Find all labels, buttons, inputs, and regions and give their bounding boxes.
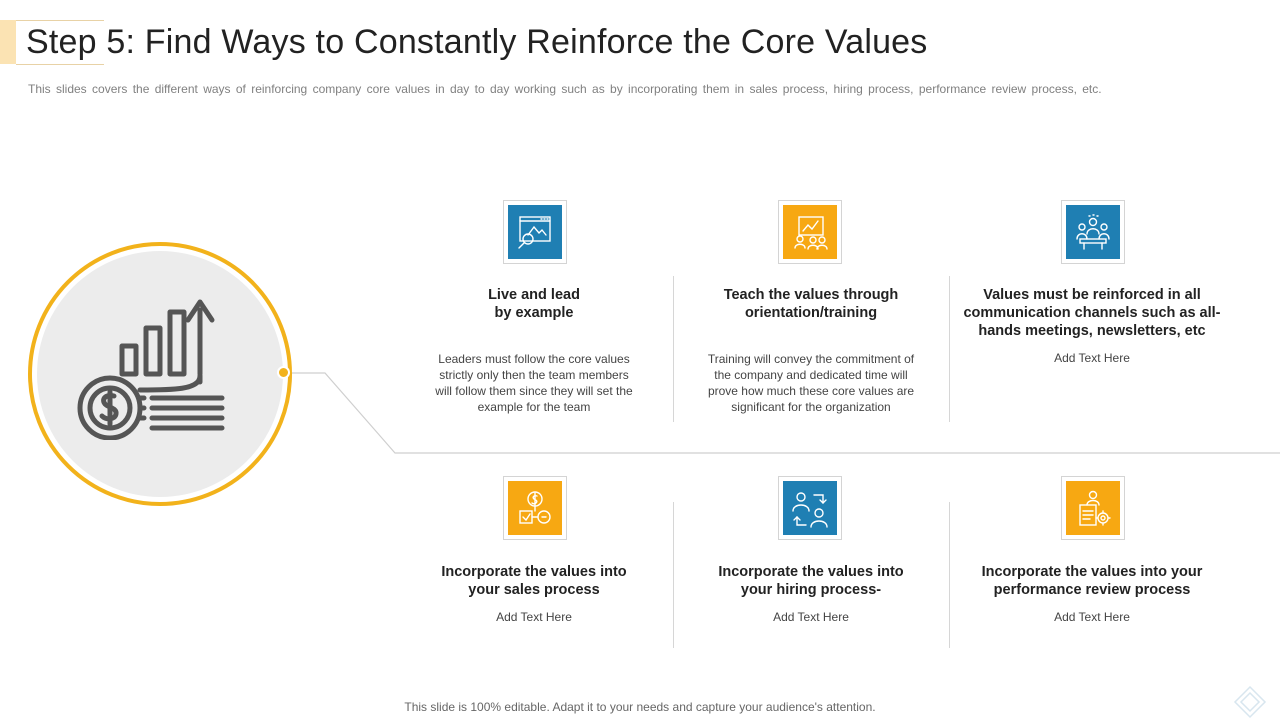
dollar-sales-process-icon-frame — [503, 476, 567, 540]
item-heading: Incorporate the values into your perform… — [981, 564, 1203, 598]
money-growth-chart-icon — [77, 299, 225, 440]
title-rule-top — [16, 20, 104, 21]
presentation-magnifier-icon — [518, 216, 551, 249]
slide-footer-note: This slide is 100% editable. Adapt it to… — [404, 700, 876, 714]
item-heading: Teach the values through orientation/tra… — [723, 287, 899, 321]
item-heading: Incorporate the values into your sales p… — [441, 564, 627, 598]
page-title: Step 5: Find Ways to Constantly Reinforc… — [26, 23, 928, 61]
separator — [673, 276, 674, 422]
hiring-people-icon — [792, 492, 828, 528]
separator — [949, 276, 950, 422]
title-rule-bottom — [16, 64, 104, 65]
separator — [673, 502, 674, 648]
item-heading: Incorporate the values into your hiring … — [718, 564, 904, 598]
team-meeting-icon-frame — [1061, 200, 1125, 264]
item-heading: Values must be reinforced in all communi… — [963, 287, 1221, 339]
item-text: Training will convey the commitment of t… — [707, 352, 915, 414]
item-text: Add Text Here — [773, 610, 849, 624]
training-board-icon-frame — [778, 200, 842, 264]
hub-ring — [28, 242, 292, 506]
separator — [949, 502, 950, 648]
item-text: Add Text Here — [496, 610, 572, 624]
title-accent-bar — [0, 20, 16, 64]
item-text: Add Text Here — [1054, 610, 1130, 624]
page-subtitle: This slides covers the different ways of… — [28, 82, 1102, 96]
performance-review-icon — [1079, 490, 1111, 526]
item-text: Add Text Here — [1054, 351, 1130, 365]
hiring-people-icon-frame — [778, 476, 842, 540]
item-text: Leaders must follow the core values stri… — [435, 352, 633, 414]
performance-review-icon-frame — [1061, 476, 1125, 540]
dollar-sales-process-icon — [519, 491, 551, 524]
team-meeting-icon — [1076, 214, 1110, 250]
presentation-magnifier-icon-frame — [503, 200, 567, 264]
diamond-logo-icon — [1233, 685, 1267, 719]
training-board-icon — [794, 216, 828, 250]
hub-connector-dot — [277, 366, 290, 379]
item-heading: Live and lead by example — [488, 287, 580, 321]
